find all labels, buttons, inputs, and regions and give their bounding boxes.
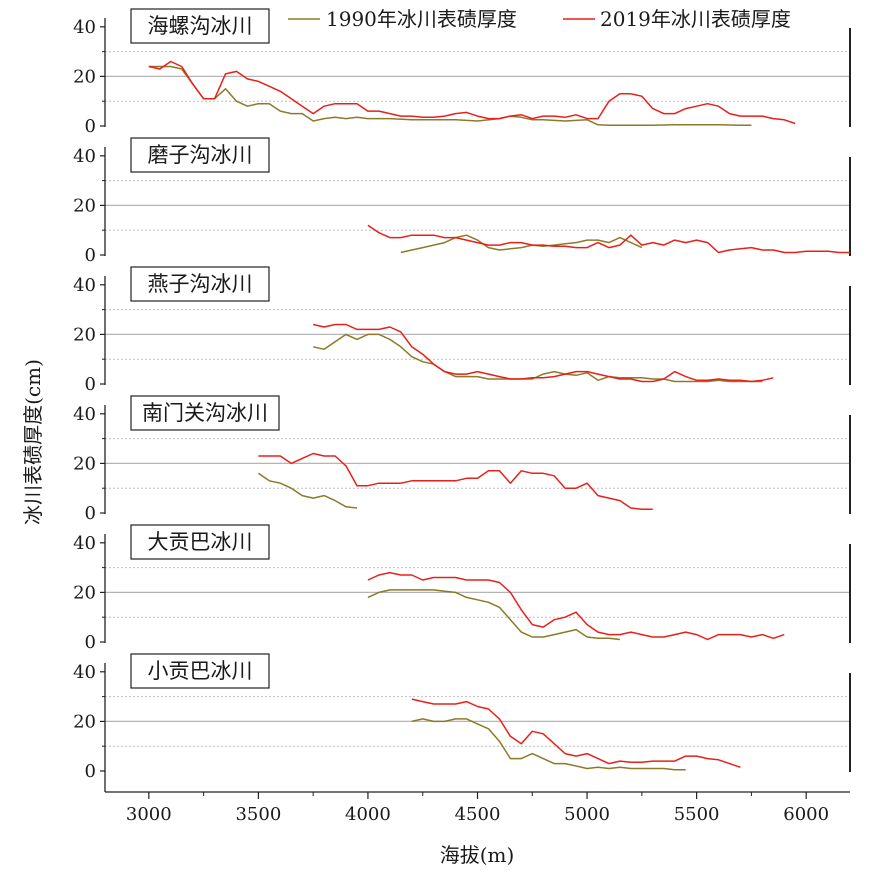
panel-title-box: 南门关沟冰川 (130, 395, 280, 431)
panel-title: 大贡巴冰川 (148, 530, 253, 554)
series-line-2019 (258, 452, 653, 511)
series-line-2019 (367, 224, 850, 254)
x-axis-label: 海拔(m) (440, 843, 515, 867)
y-tick-label: 0 (85, 761, 96, 782)
y-tick-label: 20 (73, 195, 96, 216)
y-tick-label: 0 (85, 632, 96, 653)
legend-label: 2019年冰川表碛厚度 (600, 7, 791, 31)
y-axis-label: 冰川表碛厚度(cm) (21, 359, 45, 525)
series-line-2019 (148, 60, 796, 125)
panel-title-frame (130, 8, 270, 44)
y-tick-label: 20 (73, 324, 96, 345)
panel-title: 磨子沟冰川 (148, 143, 253, 167)
y-tick-label: 20 (73, 711, 96, 732)
panel-title-frame (130, 395, 280, 431)
panel-title-box: 海螺沟冰川 (130, 8, 270, 44)
series-line-1990 (313, 333, 763, 383)
legend-label: 1990年冰川表碛厚度 (326, 7, 517, 31)
panel-title-frame (130, 137, 270, 173)
y-tick-label: 0 (85, 374, 96, 395)
panel-title-box: 大贡巴冰川 (130, 524, 270, 560)
legend-item-2019: 2019年冰川表碛厚度 (563, 7, 791, 31)
panel-3: 0 20 40 燕子沟冰川 (73, 266, 851, 395)
y-tick-label: 40 (73, 533, 96, 554)
series-line-2019 (367, 571, 785, 641)
y-tick-label: 20 (73, 453, 96, 474)
y-tick-label: 20 (73, 582, 96, 603)
x-tick-label: 5500 (674, 804, 720, 825)
legend: 1990年冰川表碛厚度 2019年冰川表碛厚度 (288, 7, 791, 31)
y-tick-label: 40 (73, 662, 96, 683)
y-tick-label: 0 (85, 116, 96, 137)
x-axis: 3000 3500 4000 4500 5000 5500 6000 (104, 771, 850, 825)
y-tick-label: 0 (85, 245, 96, 266)
x-tick-label: 3000 (126, 804, 172, 825)
y-tick-label: 40 (73, 146, 96, 167)
panel-title-frame (130, 266, 270, 302)
panel-title-frame (130, 653, 270, 689)
panel-5: 0 20 40 大贡巴冰川 (73, 524, 851, 653)
series-line-1990 (400, 234, 643, 254)
y-tick-label: 0 (85, 503, 96, 524)
series-line-1990 (148, 65, 752, 127)
panel-6: 0 20 40 小贡巴冰川 (73, 653, 851, 782)
x-tick-label: 3500 (235, 804, 281, 825)
panel-title-box: 磨子沟冰川 (130, 137, 270, 173)
x-tick-label: 6000 (783, 804, 829, 825)
panel-2: 0 20 40 磨子沟冰川 (73, 137, 851, 266)
panel-title: 南门关沟冰川 (142, 401, 268, 425)
panel-title: 海螺沟冰川 (148, 14, 253, 38)
series-line-1990 (367, 589, 620, 641)
series-line-2019 (313, 323, 774, 383)
x-tick-label: 5000 (564, 804, 610, 825)
y-tick-label: 20 (73, 66, 96, 87)
series-line-1990 (257, 472, 358, 509)
panel-4: 0 20 40 南门关沟冰川 (73, 395, 851, 524)
x-tick-label: 4000 (345, 804, 391, 825)
panel-title-box: 小贡巴冰川 (130, 653, 270, 689)
y-tick-label: 40 (73, 404, 96, 425)
legend-item-1990: 1990年冰川表碛厚度 (288, 7, 517, 31)
y-tick-label: 40 (73, 17, 96, 38)
panel-title: 燕子沟冰川 (148, 272, 253, 296)
x-tick-label: 4500 (455, 804, 501, 825)
panel-title-frame (130, 524, 270, 560)
series-line-2019 (411, 698, 741, 769)
panel-title-box: 燕子沟冰川 (130, 266, 270, 302)
y-tick-label: 40 (73, 275, 96, 296)
panel-1: 0 20 40 海螺沟冰川 (73, 8, 851, 137)
series-line-1990 (411, 718, 686, 771)
panel-title: 小贡巴冰川 (148, 659, 253, 683)
